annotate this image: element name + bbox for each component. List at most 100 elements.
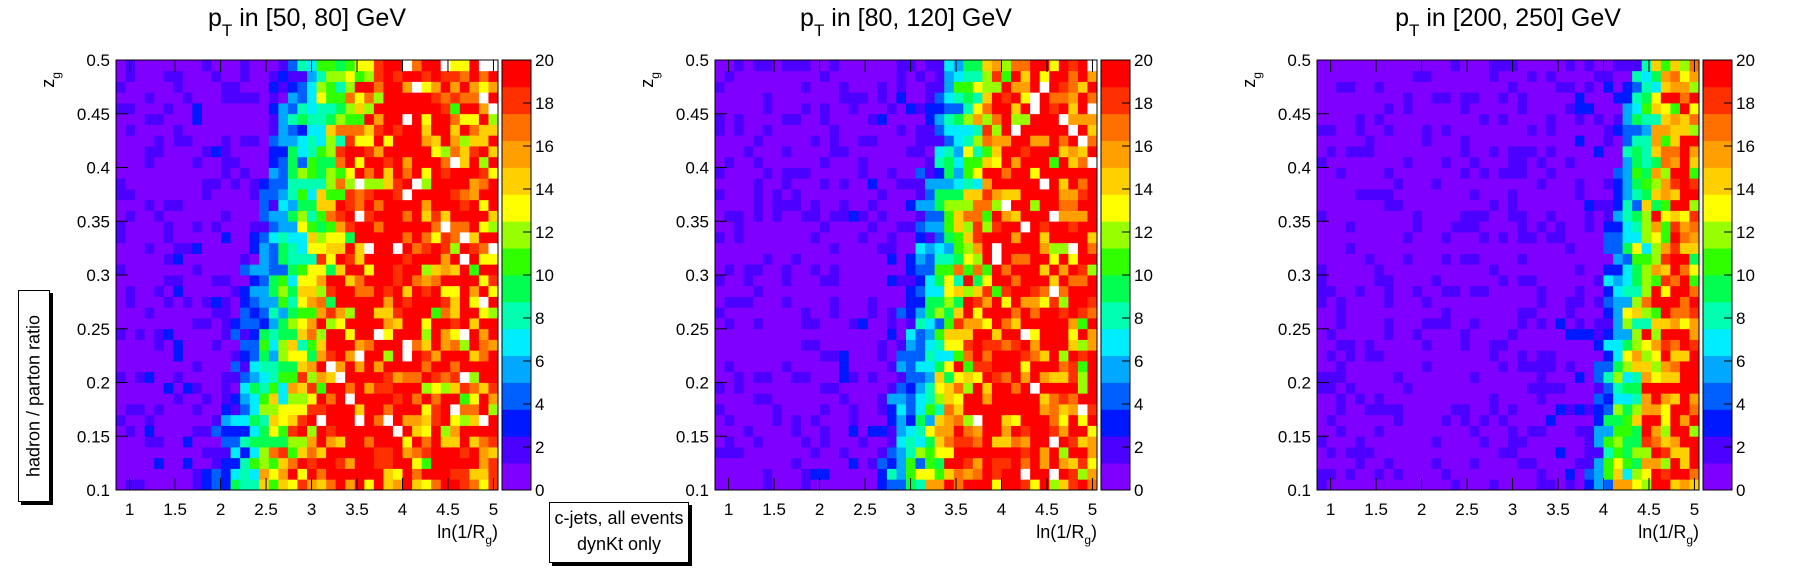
heatmap-cell <box>1470 307 1480 318</box>
heatmap-cell <box>896 286 906 297</box>
heatmap-cell <box>259 135 269 146</box>
heatmap-cell <box>422 350 432 361</box>
heatmap-cell <box>963 168 973 179</box>
heatmap-cell <box>431 146 441 157</box>
heatmap-cell <box>1642 372 1652 383</box>
heatmap-cell <box>1479 372 1489 383</box>
heatmap-cell <box>1689 157 1699 168</box>
heatmap-cell <box>1670 189 1680 200</box>
heatmap-cell <box>1422 146 1432 157</box>
heatmap-cell <box>1460 264 1470 275</box>
heatmap-cell <box>963 92 973 103</box>
heatmap-cell <box>1546 469 1556 480</box>
heatmap-cell <box>1432 82 1442 93</box>
heatmap-cell <box>345 286 355 297</box>
heatmap-cell <box>393 60 403 71</box>
heatmap-cell <box>1087 125 1097 136</box>
heatmap-cell <box>1479 103 1489 114</box>
heatmap-cell <box>221 426 231 437</box>
heatmap-cell <box>916 404 926 415</box>
heatmap-cell <box>1632 436 1642 447</box>
heatmap-cell <box>1689 350 1699 361</box>
heatmap-cell <box>192 60 202 71</box>
heatmap-cell <box>422 254 432 265</box>
heatmap-cell <box>1518 318 1528 329</box>
heatmap-cell <box>317 157 327 168</box>
heatmap-cell <box>1527 307 1537 318</box>
heatmap-cell <box>1594 415 1604 426</box>
heatmap-cell <box>126 307 136 318</box>
heatmap-cell <box>772 157 782 168</box>
heatmap-cell <box>763 340 773 351</box>
heatmap-cell <box>1565 361 1575 372</box>
heatmap-cell <box>1460 92 1470 103</box>
heatmap-cell <box>1441 340 1451 351</box>
heatmap-cell <box>116 415 126 426</box>
heatmap-cell <box>887 168 897 179</box>
heatmap-cell <box>830 200 840 211</box>
heatmap-cell <box>896 264 906 275</box>
heatmap-cell <box>1384 146 1394 157</box>
heatmap-cell <box>383 264 393 275</box>
heatmap-cell <box>221 275 231 286</box>
heatmap-cell <box>1546 221 1556 232</box>
heatmap-cell <box>1537 178 1547 189</box>
heatmap-cell <box>1508 415 1518 426</box>
heatmap-cell <box>1460 426 1470 437</box>
heatmap-cell <box>317 469 327 480</box>
heatmap-cell <box>422 243 432 254</box>
heatmap-cell <box>278 383 288 394</box>
heatmap-cell <box>1623 447 1633 458</box>
heatmap-cell <box>336 254 346 265</box>
heatmap-cell <box>830 458 840 469</box>
heatmap-cell <box>1546 275 1556 286</box>
heatmap-cell <box>460 297 470 308</box>
heatmap-cell <box>791 404 801 415</box>
heatmap-cell <box>345 92 355 103</box>
heatmap-cell <box>830 307 840 318</box>
heatmap-cell <box>240 178 250 189</box>
x-tick-label: 1.5 <box>762 500 786 519</box>
color-scale-band <box>1101 436 1130 463</box>
heatmap-cell <box>269 415 279 426</box>
heatmap-cell <box>935 264 945 275</box>
heatmap-cell <box>450 393 460 404</box>
heatmap-cell <box>1317 361 1327 372</box>
heatmap-cell <box>1575 178 1585 189</box>
heatmap-cell <box>145 318 155 329</box>
heatmap-cell <box>830 469 840 480</box>
heatmap-cell <box>1623 383 1633 394</box>
heatmap-cell <box>1393 168 1403 179</box>
heatmap-cell <box>1584 275 1594 286</box>
heatmap-cell <box>1623 178 1633 189</box>
heatmap-cell <box>1059 125 1069 136</box>
heatmap-cell <box>326 254 336 265</box>
heatmap-cell <box>887 135 897 146</box>
heatmap-cell <box>135 264 145 275</box>
heatmap-cell <box>326 372 336 383</box>
heatmap-cell <box>1518 415 1528 426</box>
heatmap-cell <box>145 103 155 114</box>
heatmap-cell <box>1594 318 1604 329</box>
heatmap-cell <box>906 447 916 458</box>
heatmap-cell <box>1030 243 1040 254</box>
heatmap-cell <box>1040 168 1050 179</box>
color-scale-band <box>1101 463 1130 490</box>
heatmap-cell <box>1393 447 1403 458</box>
heatmap-cell <box>336 307 346 318</box>
heatmap-cell <box>441 318 451 329</box>
heatmap-cell <box>1680 200 1690 211</box>
heatmap-cell <box>868 221 878 232</box>
heatmap-cell <box>1489 125 1499 136</box>
heatmap-cell <box>412 297 422 308</box>
heatmap-cell <box>183 318 193 329</box>
heatmap-cell <box>1651 479 1661 490</box>
heatmap-cell <box>450 243 460 254</box>
heatmap-cell <box>307 254 317 265</box>
heatmap-cell <box>1498 135 1508 146</box>
heatmap-cell <box>240 82 250 93</box>
heatmap-cell <box>164 157 174 168</box>
heatmap-cell <box>725 103 735 114</box>
heatmap-cell <box>1575 232 1585 243</box>
heatmap-cell <box>126 318 136 329</box>
